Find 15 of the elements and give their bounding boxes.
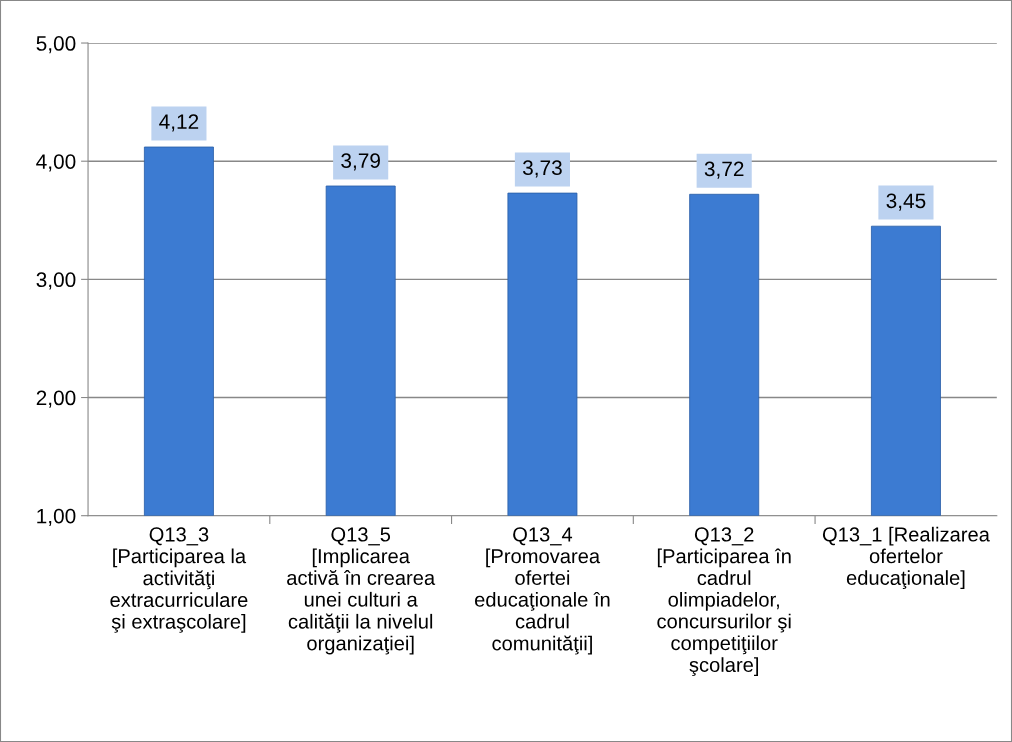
data-label: 3,73 — [522, 160, 562, 178]
x-tick-label: Q13_2 [Participarea în cadrul olimpiadelor, concursurilor şi competiţiilor şcolare] — [657, 527, 791, 677]
data-label: 3,79 — [341, 153, 380, 171]
x-tick-label: Q13_5 [Implicarea activă în crearea unei culturi a calităţii la nivelul organizaţiei] — [287, 527, 436, 655]
x-tick-label: Q13_3 [Participarea la activităţi extracurriculare şi extraşcolare] — [110, 527, 248, 633]
data-label: 4,12 — [159, 114, 199, 132]
data-label: 3,72 — [704, 161, 744, 179]
y-tick-label: 2,00 — [36, 390, 76, 408]
data-label: 3,45 — [886, 193, 926, 211]
x-tick-label: Q13_4 [Promovarea ofertei educaţionale în cadrul comunităţii] — [474, 527, 610, 655]
y-tick-label: 3,00 — [36, 272, 76, 290]
x-tick-label: Q13_1 [Realizarea ofertelor educaţionale] — [822, 526, 990, 590]
y-tick-label: 5,00 — [36, 36, 76, 54]
y-tick-label: 1,00 — [37, 508, 76, 526]
y-tick-label: 4,00 — [36, 154, 76, 172]
